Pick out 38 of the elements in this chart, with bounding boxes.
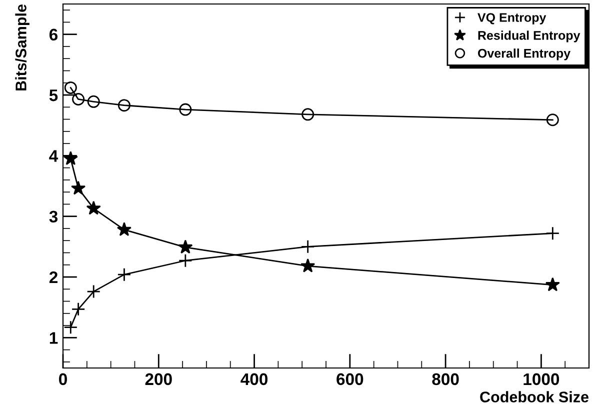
x-tick-label: 200 [145,373,172,386]
point [300,258,316,272]
point [179,103,192,116]
point [178,240,193,254]
y-axis-title: Bits/Sample [15,4,30,90]
y-tick-label: 1 [50,332,58,344]
point [86,200,101,215]
point [86,284,101,299]
y-tick-label: 2 [49,271,58,284]
point [71,302,86,316]
point [178,254,192,268]
point [545,277,560,292]
point [64,81,77,94]
y-tick-label: 3 [49,210,58,223]
point [117,268,132,282]
point [63,151,78,166]
point [546,114,559,126]
point [87,95,100,108]
x-axis-title: Codebook Size [480,391,588,402]
x-tick-label: 0 [59,373,67,386]
x-tick-label: 1000 [524,373,560,386]
y-tick-label: 5 [49,90,58,102]
x-tick-label: 800 [432,373,459,386]
y-tick-label: 6 [49,28,58,41]
point [546,226,560,240]
legend-label: Residual Entropy [478,30,580,42]
legend-label: Overall Entropy [478,48,570,60]
y-tick-label: 4 [49,150,58,162]
point [72,92,85,106]
x-tick-label: 400 [240,373,268,386]
point [300,240,315,254]
point [71,180,86,195]
x-tick-label: 600 [336,373,364,386]
legend-label: VQ Entropy [478,13,546,24]
point [302,108,314,121]
point [64,320,78,334]
point [116,222,132,236]
point [118,99,130,112]
